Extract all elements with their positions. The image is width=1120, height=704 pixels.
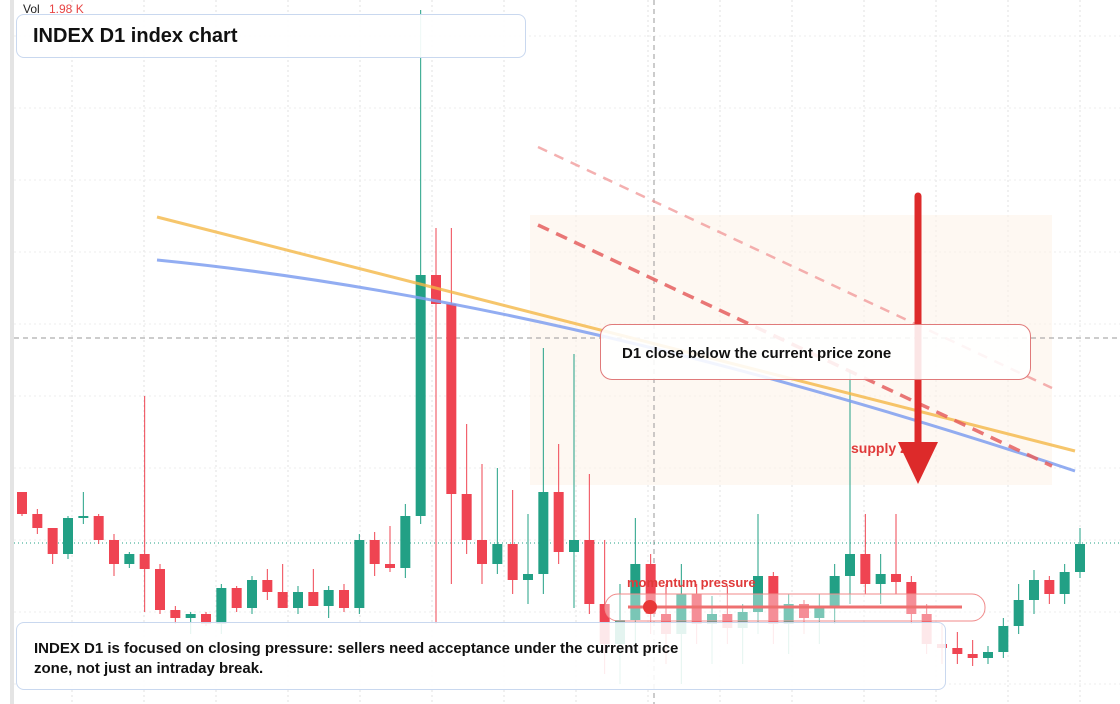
momentum-label: momentum pressure [627, 575, 756, 590]
title-box: INDEX D1 index chart [16, 14, 526, 58]
candle-body [78, 516, 89, 518]
candle-body [569, 540, 579, 552]
candle-body [860, 554, 871, 584]
callout-box: D1 close below the current price zone [600, 324, 1031, 380]
candle-body [461, 494, 472, 540]
candle-body [124, 554, 135, 564]
candle-body [339, 590, 349, 608]
callout: D1 close below the current price zone [622, 345, 892, 362]
candle-body [538, 492, 549, 574]
candle-body [952, 648, 963, 654]
candle-body [415, 275, 426, 516]
candle-body [783, 604, 794, 624]
candle-body [768, 576, 779, 624]
candle-body [170, 610, 181, 618]
candle-body [247, 580, 257, 608]
candle-body [1013, 600, 1024, 626]
candle-body [216, 588, 227, 624]
candle-body [1059, 572, 1070, 594]
candle-body [507, 544, 518, 580]
candle-body [93, 516, 104, 540]
candle-body [63, 518, 73, 554]
candle-body [231, 588, 242, 608]
curve-line [156, 258, 1076, 473]
candle-body [323, 590, 334, 606]
candle-body [799, 604, 809, 618]
candle-body [109, 540, 119, 564]
candle-body [829, 576, 840, 608]
candle-body [584, 540, 595, 604]
candle-body [354, 540, 365, 608]
candle-body [17, 492, 27, 514]
candle-body [201, 614, 211, 624]
candle-body [630, 564, 641, 620]
candle-body [400, 516, 411, 568]
title: INDEX D1 index chart [33, 25, 238, 47]
candle-body [553, 492, 564, 552]
candle-body [293, 592, 303, 608]
candle-body [308, 592, 319, 606]
candle-body [492, 544, 503, 564]
left-edge [10, 0, 14, 704]
candle-body [814, 608, 825, 618]
candle-body [32, 514, 43, 528]
volume-value: 1.98 K [49, 2, 84, 16]
candle-body [155, 569, 165, 610]
candle-body [875, 574, 886, 584]
candle-body [983, 652, 993, 658]
candle-body [707, 614, 717, 624]
candle-body [523, 574, 533, 580]
candle-body [645, 564, 656, 614]
candle-body [369, 540, 380, 564]
candle-body [1044, 580, 1055, 594]
candle-body [262, 580, 273, 592]
candle-body [446, 304, 457, 494]
candle-body [185, 614, 196, 618]
candle-body [277, 592, 288, 608]
volume-label: Vol [23, 2, 40, 16]
candle-body [967, 654, 978, 658]
candle-body [676, 594, 687, 634]
candle-body [1075, 544, 1085, 572]
candle-body [845, 554, 855, 576]
candle-body [477, 540, 487, 564]
arrow-head [898, 442, 938, 484]
note-box: INDEX D1 is focused on closing pressure:… [16, 622, 946, 690]
candle-body [998, 626, 1009, 652]
candle-body [139, 554, 150, 569]
candle-body [891, 574, 901, 582]
momentum-dot [643, 600, 657, 614]
candle-body [691, 594, 702, 624]
note: INDEX D1 is focused on closing pressure:… [34, 640, 679, 677]
candle-body [1029, 580, 1039, 600]
candle-body [385, 564, 395, 568]
candle-body [47, 528, 58, 554]
candle-body [906, 582, 917, 614]
candle-body [737, 612, 748, 628]
